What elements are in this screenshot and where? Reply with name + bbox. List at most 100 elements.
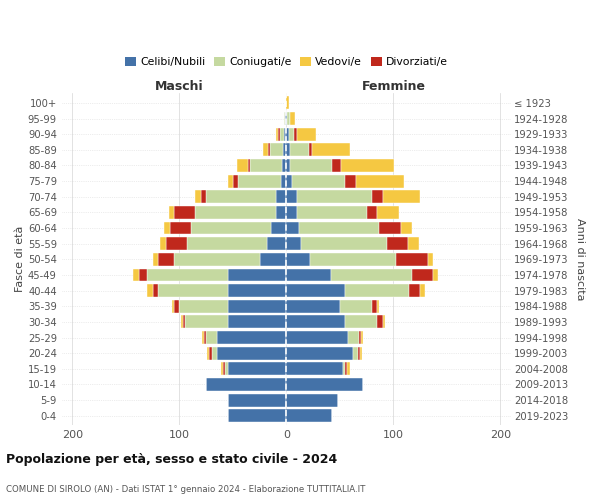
Bar [170,222,191,234]
Bar [420,284,425,297]
Bar [278,128,280,140]
Bar [332,159,341,172]
Bar [282,159,286,172]
Y-axis label: Anni di nascita: Anni di nascita [575,218,585,300]
Bar [360,347,362,360]
Bar [286,347,353,360]
Bar [284,112,286,125]
Bar [433,268,439,281]
Bar [221,362,223,375]
Bar [286,362,343,375]
Bar [237,159,248,172]
Bar [223,362,226,375]
Bar [174,300,179,312]
Bar [271,222,286,234]
Bar [233,174,238,188]
Bar [372,190,383,203]
Bar [289,128,294,140]
Bar [372,300,377,312]
Bar [179,300,227,312]
Bar [294,128,297,140]
Bar [166,238,187,250]
Bar [341,159,394,172]
Bar [281,174,286,188]
Bar [207,347,209,360]
Bar [349,331,359,344]
Bar [358,347,360,360]
Bar [174,253,260,266]
Bar [286,378,364,391]
Bar [383,190,420,203]
Bar [227,316,286,328]
Bar [361,331,364,344]
Bar [152,253,158,266]
Bar [148,284,152,297]
Bar [286,206,297,219]
Bar [377,206,399,219]
Bar [172,300,174,312]
Bar [412,268,433,281]
Bar [227,394,286,406]
Bar [260,253,286,266]
Bar [191,222,271,234]
Bar [286,331,349,344]
Bar [379,222,401,234]
Bar [290,159,332,172]
Bar [158,284,227,297]
Bar [201,190,206,203]
Bar [345,174,356,188]
Bar [353,347,358,360]
Bar [345,362,347,375]
Bar [297,190,372,203]
Bar [387,238,409,250]
Bar [309,144,312,156]
Text: Femmine: Femmine [361,80,425,92]
Bar [401,222,412,234]
Bar [174,206,196,219]
Bar [280,128,284,140]
Bar [267,238,286,250]
Bar [181,316,182,328]
Bar [206,331,217,344]
Text: Popolazione per età, sesso e stato civile - 2024: Popolazione per età, sesso e stato civil… [6,453,337,466]
Bar [287,112,290,125]
Bar [290,144,309,156]
Bar [377,316,383,328]
Bar [356,174,404,188]
Y-axis label: Fasce di età: Fasce di età [15,226,25,292]
Bar [209,347,212,360]
Bar [160,238,166,250]
Bar [276,128,278,140]
Bar [276,190,286,203]
Bar [297,206,367,219]
Bar [286,112,287,125]
Bar [227,284,286,297]
Bar [268,144,271,156]
Bar [286,190,297,203]
Bar [299,222,379,234]
Bar [202,331,204,344]
Bar [286,284,345,297]
Bar [238,174,281,188]
Bar [395,253,428,266]
Text: COMUNE DI SIROLO (AN) - Dati ISTAT 1° gennaio 2024 - Elaborazione TUTTITALIA.IT: COMUNE DI SIROLO (AN) - Dati ISTAT 1° ge… [6,485,365,494]
Bar [226,362,227,375]
Bar [286,238,301,250]
Bar [286,128,289,140]
Bar [301,238,387,250]
Bar [367,206,377,219]
Bar [206,378,286,391]
Bar [227,362,286,375]
Bar [347,362,350,375]
Bar [286,159,290,172]
Bar [206,190,276,203]
Bar [139,268,148,281]
Bar [196,206,276,219]
Bar [345,316,377,328]
Bar [182,316,185,328]
Bar [286,144,290,156]
Text: Maschi: Maschi [155,80,204,92]
Bar [148,268,227,281]
Bar [383,316,385,328]
Bar [217,347,286,360]
